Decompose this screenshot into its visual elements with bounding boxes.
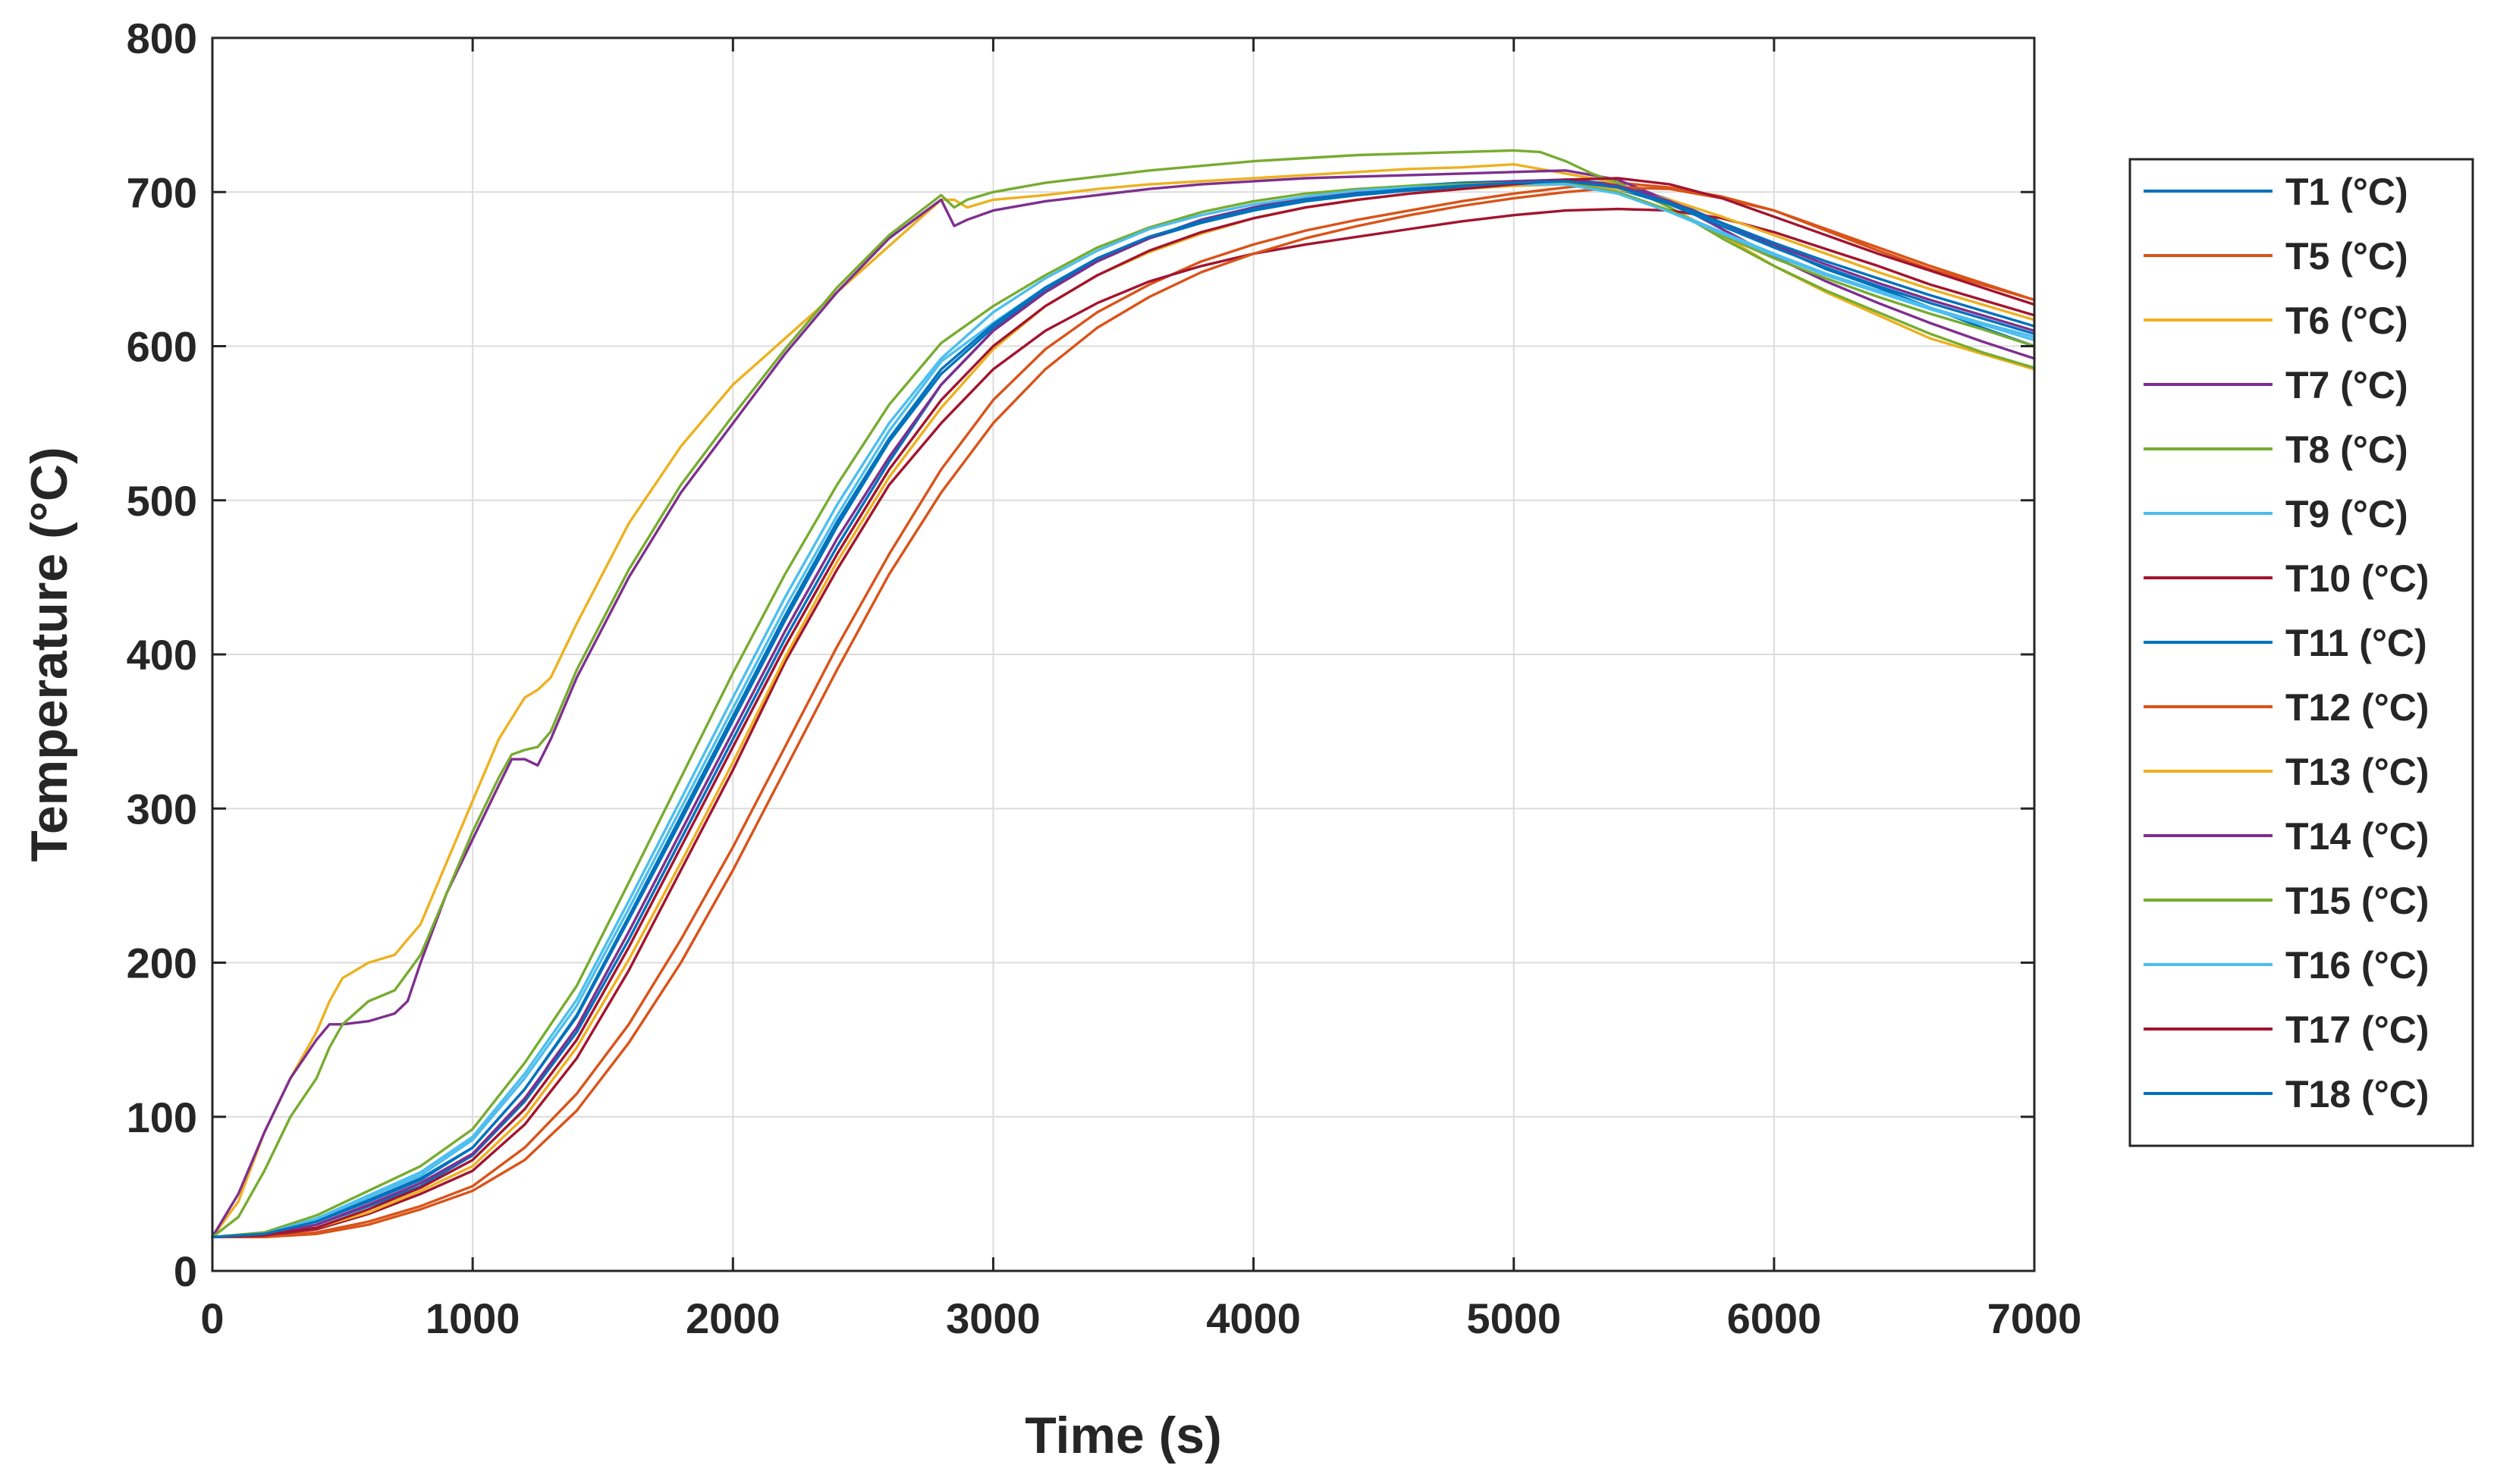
axes bbox=[211, 36, 2036, 1272]
x-tick-label: 0 bbox=[200, 1294, 224, 1342]
x-tick-label: 4000 bbox=[1206, 1294, 1301, 1342]
legend-label: T14 (°C) bbox=[2285, 815, 2429, 858]
legend-label: T12 (°C) bbox=[2285, 686, 2429, 729]
y-tick-label: 100 bbox=[127, 1093, 197, 1141]
series-line-t16 bbox=[211, 183, 2036, 1239]
legend-box bbox=[2128, 158, 2474, 1147]
legend-label: T6 (°C) bbox=[2285, 300, 2408, 342]
x-tick-label: 5000 bbox=[1466, 1294, 1561, 1342]
x-tick-label: 6000 bbox=[1727, 1294, 1822, 1342]
legend-label: T5 (°C) bbox=[2285, 235, 2408, 278]
y-tick-label: 800 bbox=[127, 14, 197, 62]
legend-label: T8 (°C) bbox=[2285, 428, 2408, 471]
legend-label: T18 (°C) bbox=[2285, 1073, 2429, 1115]
x-tick-label: 7000 bbox=[1987, 1294, 2082, 1342]
legend-label: T1 (°C) bbox=[2285, 171, 2408, 213]
legend-label: T13 (°C) bbox=[2285, 751, 2429, 793]
y-tick-label: 300 bbox=[127, 785, 197, 833]
y-tick-label: 200 bbox=[127, 940, 197, 987]
legend-label: T11 (°C) bbox=[2285, 622, 2427, 664]
legend-label: T15 (°C) bbox=[2285, 880, 2429, 922]
series-line-t8 bbox=[211, 149, 2036, 1239]
series-line-t17 bbox=[211, 177, 2036, 1239]
x-tick-label: 3000 bbox=[946, 1294, 1041, 1342]
legend-label: T10 (°C) bbox=[2285, 557, 2429, 600]
y-tick-label: 500 bbox=[127, 477, 197, 525]
series-line-t15 bbox=[211, 181, 2036, 1239]
x-axis-label: Time (s) bbox=[1025, 1407, 1221, 1464]
y-tick-label: 700 bbox=[127, 168, 197, 216]
y-tick-label: 0 bbox=[174, 1247, 197, 1295]
series-line-t18 bbox=[211, 180, 2036, 1239]
legend-label: T9 (°C) bbox=[2285, 493, 2408, 535]
legend-label: T16 (°C) bbox=[2285, 944, 2429, 987]
series-group bbox=[211, 149, 2036, 1239]
x-tick-label: 2000 bbox=[686, 1294, 781, 1342]
y-tick-label: 400 bbox=[127, 631, 197, 679]
legend: T1 (°C) T5 (°C) T6 (°C) T7 (°C) T8 (°C) T9 (°… bbox=[2128, 158, 2474, 1147]
series-line-t5 bbox=[211, 181, 2036, 1239]
legend-label: T17 (°C) bbox=[2285, 1009, 2429, 1051]
y-tick-label: 600 bbox=[127, 323, 197, 371]
y-axis-label: Temperature (°C) bbox=[20, 447, 78, 861]
legend-label: T7 (°C) bbox=[2285, 364, 2408, 406]
x-tick-label: 1000 bbox=[426, 1294, 520, 1342]
tick-labels: 0 1000 2000 3000 4000 5000 6000 7000 0 100 200 300 4… bbox=[127, 14, 2082, 1342]
series-line-t7 bbox=[211, 169, 2036, 1239]
